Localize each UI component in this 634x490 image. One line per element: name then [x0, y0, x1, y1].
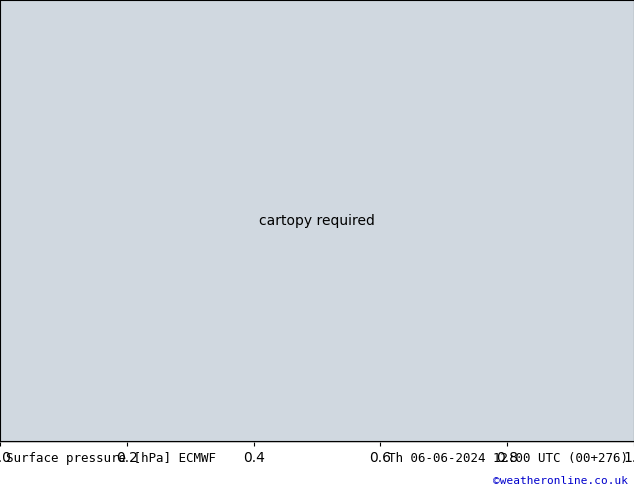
Text: cartopy required: cartopy required — [259, 214, 375, 227]
Text: Th 06-06-2024 12:00 UTC (00+276): Th 06-06-2024 12:00 UTC (00+276) — [387, 452, 628, 465]
Text: Surface pressure [hPa] ECMWF: Surface pressure [hPa] ECMWF — [6, 452, 216, 465]
Text: ©weatheronline.co.uk: ©weatheronline.co.uk — [493, 476, 628, 486]
